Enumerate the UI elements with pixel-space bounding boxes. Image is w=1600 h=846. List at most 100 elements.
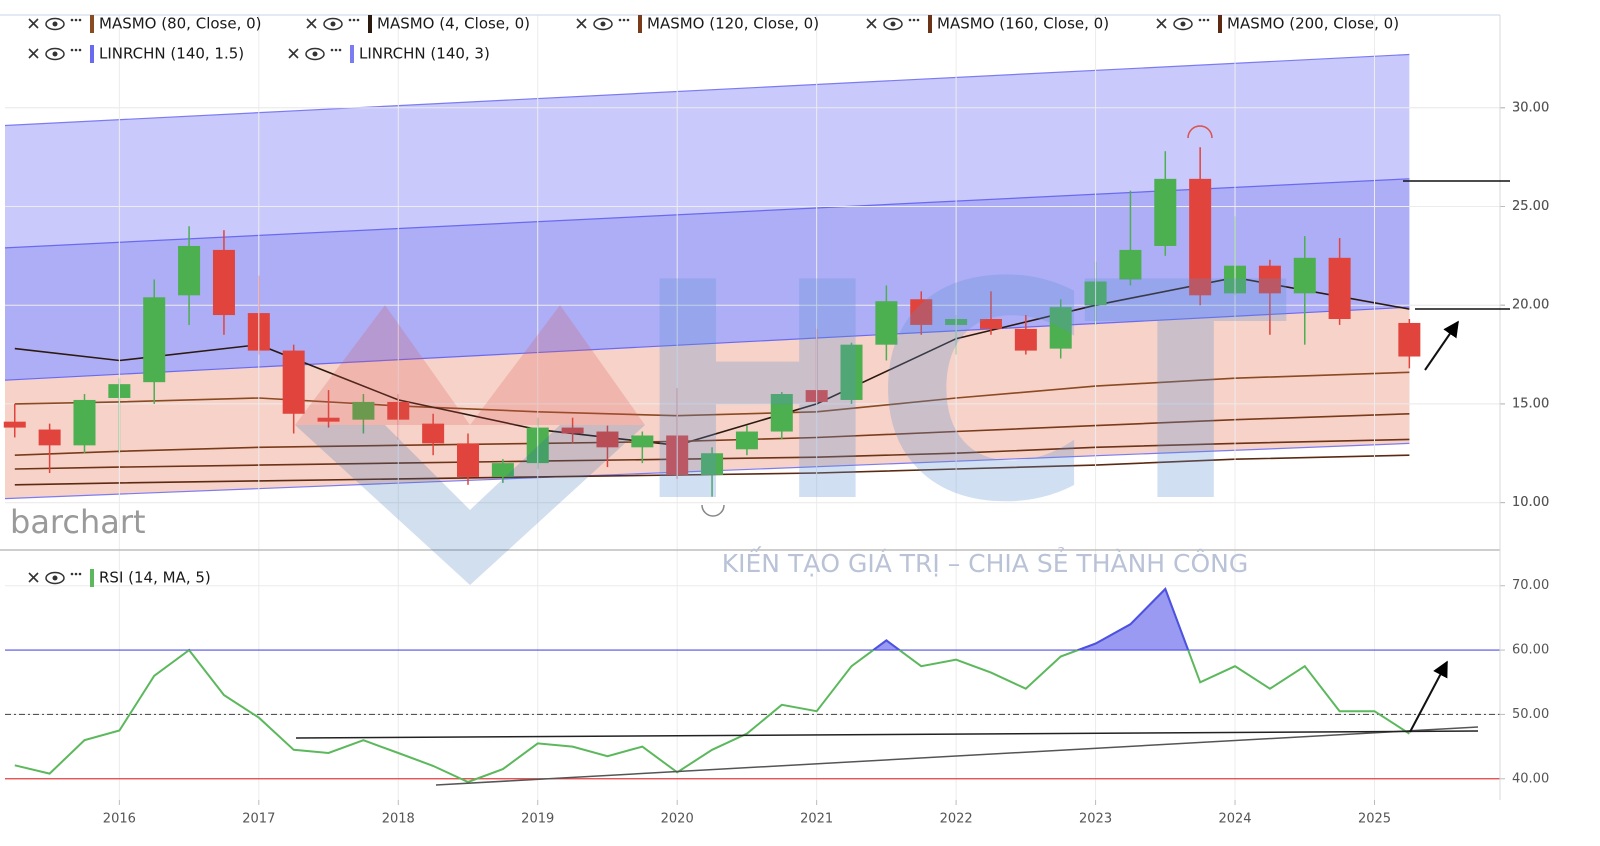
legend-label: LINRCHN (140, 3)	[359, 45, 490, 63]
remove-icon[interactable]	[866, 18, 877, 29]
rsi-panel	[5, 585, 1505, 805]
remove-icon[interactable]	[288, 48, 299, 59]
watermark-logo: HCT	[632, 219, 1289, 568]
logo-diamond	[295, 305, 645, 425]
y-tick-label: 15.00	[1512, 396, 1549, 411]
candle-body	[422, 423, 445, 444]
legend-label: MASMO (160, Close, 0)	[937, 15, 1109, 33]
menu-dot[interactable]	[618, 18, 622, 22]
visibility-icon-pupil	[330, 21, 336, 27]
visibility-icon[interactable]	[1173, 17, 1193, 31]
menu-dot[interactable]	[626, 18, 630, 22]
remove-icon[interactable]	[576, 18, 587, 29]
legend: MASMO (80, Close, 0) MASMO (4, Close, 0) M…	[28, 15, 1399, 587]
candle-body	[1189, 178, 1212, 296]
y-tick-label: 20.00	[1512, 298, 1549, 313]
visibility-icon[interactable]	[45, 47, 65, 61]
legend-label: RSI (14, MA, 5)	[99, 569, 211, 587]
legend-label: MASMO (120, Close, 0)	[647, 15, 819, 33]
remove-icon[interactable]	[306, 18, 317, 29]
visibility-icon[interactable]	[323, 17, 343, 31]
visibility-icon-pupil	[52, 575, 58, 581]
visibility-icon-pupil	[312, 51, 318, 57]
remove-icon[interactable]	[28, 18, 39, 29]
menu-dot[interactable]	[74, 18, 78, 22]
menu-dot[interactable]	[622, 18, 626, 22]
x-tick-label: 2016	[103, 812, 136, 827]
menu-dot[interactable]	[1206, 18, 1210, 22]
menu-dot[interactable]	[78, 572, 82, 576]
legend-swatch	[1218, 15, 1222, 33]
menu-dot[interactable]	[70, 48, 74, 52]
x-tick-label: 2017	[242, 812, 275, 827]
candle-body	[735, 431, 758, 450]
watermark-slogan: KIẾN TẠO GIÁ TRỊ – CHIA SẺ THÀNH CÔNG	[722, 546, 1249, 578]
menu-dot[interactable]	[348, 18, 352, 22]
visibility-icon[interactable]	[883, 17, 903, 31]
menu-dot[interactable]	[1202, 18, 1206, 22]
menu-dot[interactable]	[916, 18, 920, 22]
logo-v	[295, 425, 645, 585]
y-tick-label: 60.00	[1512, 643, 1549, 658]
visibility-icon[interactable]	[45, 571, 65, 585]
visibility-icon[interactable]	[45, 17, 65, 31]
x-tick-label: 2018	[382, 812, 415, 827]
candle-body	[840, 344, 863, 400]
visibility-icon[interactable]	[305, 47, 325, 61]
candle-body	[596, 431, 619, 448]
brand: barchart	[10, 503, 146, 541]
legend-item: MASMO (200, Close, 0)	[1156, 15, 1399, 33]
y-tick-label: 15.00	[1512, 396, 1549, 411]
menu-dot[interactable]	[352, 18, 356, 22]
drawn-trendline	[295, 730, 1479, 739]
channel-fill	[5, 178, 1410, 381]
legend-swatch	[90, 569, 94, 587]
menu-dot[interactable]	[74, 48, 78, 52]
y-tick-label: 70.00	[1512, 578, 1549, 593]
y-tick-label: 10.00	[1512, 495, 1549, 510]
rsi-line-overbought	[187, 587, 1190, 651]
candle-body	[491, 463, 514, 477]
visibility-icon-pupil	[890, 21, 896, 27]
x-tick-label: 2025	[1358, 812, 1391, 827]
candle-body	[1154, 178, 1177, 246]
candle-body	[457, 443, 480, 477]
visibility-icon-pupil	[52, 51, 58, 57]
legend-swatch	[90, 15, 94, 33]
legend-item: RSI (14, MA, 5)	[28, 569, 211, 587]
legend-item: MASMO (160, Close, 0)	[866, 15, 1109, 33]
y-tick-label: 25.00	[1512, 199, 1549, 214]
menu-dot[interactable]	[338, 48, 342, 52]
x-tick-label: 2019	[521, 812, 554, 827]
candle-body	[1049, 307, 1072, 349]
candle-body	[1293, 257, 1316, 294]
legend-swatch	[350, 45, 354, 63]
menu-dot[interactable]	[78, 48, 82, 52]
menu-dot[interactable]	[1198, 18, 1202, 22]
candle-body	[38, 429, 61, 446]
candle-body	[1328, 257, 1351, 320]
menu-dot[interactable]	[70, 18, 74, 22]
menu-dot[interactable]	[908, 18, 912, 22]
menu-dot[interactable]	[912, 18, 916, 22]
candle-body	[3, 421, 26, 428]
menu-dot[interactable]	[74, 572, 78, 576]
x-tick-label: 2022	[940, 812, 973, 827]
menu-dot[interactable]	[334, 48, 338, 52]
legend-swatch	[90, 45, 94, 63]
menu-dot[interactable]	[70, 572, 74, 576]
menu-dot[interactable]	[78, 18, 82, 22]
menu-dot[interactable]	[356, 18, 360, 22]
remove-icon[interactable]	[28, 48, 39, 59]
visibility-icon[interactable]	[593, 17, 613, 31]
candle-body	[701, 453, 724, 475]
remove-icon[interactable]	[1156, 18, 1167, 29]
legend-swatch	[928, 15, 932, 33]
channel-line	[4, 53, 1410, 127]
drawn-arrow	[1409, 660, 1448, 733]
menu-dot[interactable]	[330, 48, 334, 52]
legend-item: MASMO (120, Close, 0)	[576, 15, 819, 33]
visibility-icon-pupil	[600, 21, 606, 27]
remove-icon[interactable]	[28, 572, 39, 583]
y-tick-label: 10.00	[1512, 495, 1549, 510]
